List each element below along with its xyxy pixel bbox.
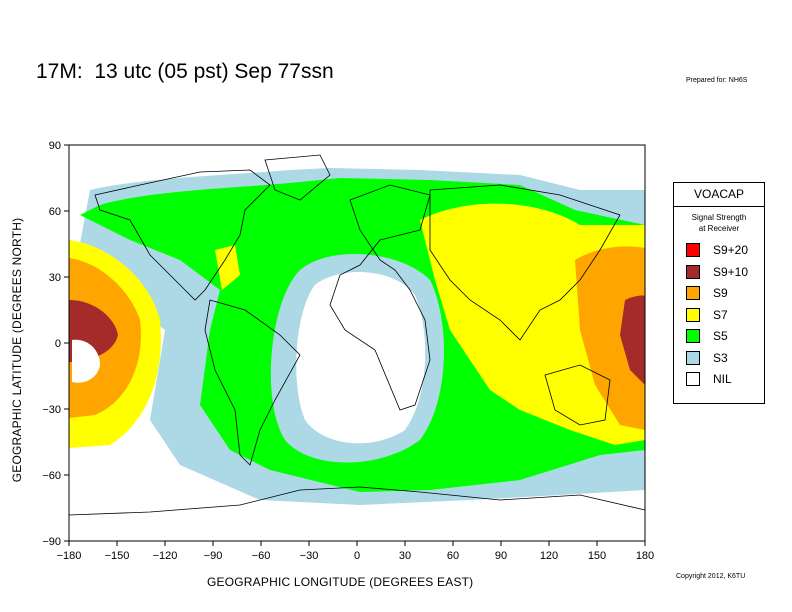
australia-outline [544,364,611,426]
legend-label: S7 [713,307,728,322]
x-tick-label: −60 [252,550,271,562]
x-tick-label: 120 [540,550,558,562]
nil-central-region [296,272,426,444]
legend-swatch [686,372,700,386]
x-axis-label: GEOGRAPHIC LONGITUDE (DEGREES EAST) [207,575,474,589]
legend-label: S9+10 [713,264,749,279]
x-tick-label: 60 [447,550,459,562]
y-tick-label: 30 [49,272,61,284]
x-tick-label: −30 [300,550,319,562]
legend-box: VOACAP Signal Strength at Receiver S9+20… [673,182,765,404]
map-title: 17M: 13 utc (05 pst) Sep 77ssn [36,60,334,83]
legend-label: NIL [713,372,732,386]
legend-item: S5 [674,326,764,348]
nil-pacific-west-region [72,339,100,383]
legend-subtitle-line1: Signal Strength [691,213,747,222]
legend-swatch [686,243,700,257]
s9plus10-pacific-region [620,295,645,385]
y-tick-label: −60 [42,470,61,482]
south-america-outline [204,299,301,466]
y-axis-label: GEOGRAPHIC LATITUDE (DEGREES NORTH) [10,217,24,483]
x-tick-label: −150 [105,550,130,562]
x-tick-label: 150 [588,550,606,562]
legend-label: S3 [713,350,728,365]
legend-swatch [686,350,700,365]
greenland-outline [264,154,331,201]
legend-label: S5 [713,329,728,343]
legend-items: S9+20 S9+10 S9 S7 S5 S3 NIL [674,240,764,391]
x-tick-label: 0 [354,550,360,562]
s7-caribbean-region [215,245,240,290]
legend-item: S7 [674,305,764,327]
axis-ticks: −180 −150 −120 −90 −60 −30 0 30 60 90 120 150 180 90 6… [42,140,654,562]
legend-title: VOACAP [674,183,764,207]
prepared-for-note: Prepared for: NH6S [686,77,748,84]
x-tick-label: 180 [636,550,654,562]
continent-outlines [69,154,645,516]
copyright-note: Copyright 2012, K6TU [676,573,746,580]
asia-outline [429,184,621,341]
x-tick-label: −90 [204,550,223,562]
y-tick-label: 60 [49,206,61,218]
legend-item: S9+20 [674,240,764,262]
legend-item: S3 [674,348,764,370]
legend-swatch [686,307,700,322]
legend-label: S9 [713,286,728,300]
x-tick-label: −120 [153,550,178,562]
s9-pacific-east-region [575,246,645,430]
legend-swatch [686,264,700,279]
legend-subtitle-line2: at Receiver [698,224,740,233]
north-america-outline [94,169,271,301]
legend-item: NIL [674,369,764,391]
legend-swatch [686,286,700,300]
y-tick-label: −30 [42,404,61,416]
legend-label: S9+20 [713,243,749,257]
legend-subtitle: Signal Strength at Receiver [674,212,764,234]
x-tick-label: 30 [399,550,411,562]
legend-item: S9 [674,283,764,305]
europe-africa-outline [329,184,431,411]
x-tick-label: −180 [57,550,82,562]
coverage-contours [69,168,645,505]
legend-item: S9+10 [674,262,764,284]
y-tick-label: 0 [55,338,61,350]
y-tick-label: 90 [49,140,61,152]
x-tick-label: 90 [495,550,507,562]
antarctica-outline [69,486,645,516]
y-tick-label: −90 [42,536,61,548]
legend-swatch [686,329,700,343]
